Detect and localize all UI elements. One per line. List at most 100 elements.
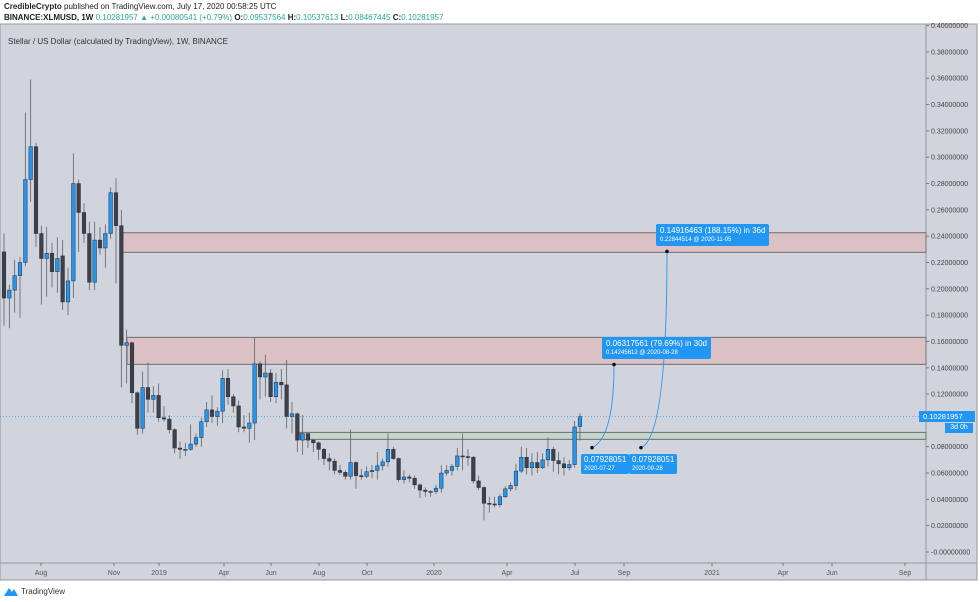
author-name[interactable]: CredibleCrypto [4,2,62,11]
projection-2-start-label: 0.07928051 2020-09-28 [629,454,678,474]
chart-legend: Stellar / US Dollar (calculated by Tradi… [8,37,228,46]
candle-down [524,456,529,469]
candle-up [385,449,391,463]
projection-1-target: 0.14245612 @ 2020-08-28 [606,350,678,356]
candle-up [439,472,444,489]
candle-up [369,470,375,472]
candle-down [305,433,311,441]
candle-down [295,413,300,441]
candle-up [567,464,572,469]
candle-down [225,378,231,397]
candle-up [220,378,225,412]
time-tick-label: Apr [219,570,231,577]
price-tick-label: 0.30000000 [931,155,968,162]
price-tick-label: 0.04000000 [931,497,968,504]
candle-up [193,437,199,445]
candle-down [39,233,44,259]
candle-up [263,372,268,378]
symbol-line: BINANCE:XLMUSD, 1W 0.10281957 ▲ +0.00080… [4,13,443,22]
candle-up [55,258,60,272]
candle-up [449,466,455,471]
price-change: +0.00080541 (+0.79%) [150,13,233,22]
candle-up [364,471,369,477]
candle-up [348,462,353,477]
candle-down [476,480,481,488]
candle-down [257,363,263,378]
projection-1-start-label: 0.07928051 2020-07-27 [581,454,630,474]
publish-info: published on TradingView.com, July 17, 2… [64,2,277,11]
candle-down [33,146,39,234]
candle-down [561,463,567,469]
projection-1-label: 0.06317561 (79.69%) in 30d 0.14245612 @ … [602,337,711,359]
candle-down [60,255,65,303]
candle-down [551,449,556,461]
candle-down [231,396,236,407]
triangle-up-icon: ▲ [140,13,148,22]
candle-down [327,458,332,462]
candle-up [151,395,156,400]
close-label: C: [392,13,402,22]
candle-down [145,387,151,400]
time-tick-label: Jul [571,570,580,577]
support-zone [299,431,927,440]
price-tick-label: 0.08000000 [931,444,968,451]
projection-2-start-date: 2020-09-28 [632,466,663,472]
candle-down [481,487,487,504]
time-tick-label: 2020 [426,570,442,577]
candle-up [300,433,305,441]
candle-down [465,456,471,458]
candle-down [396,458,401,480]
bar-countdown: 3d 0h [945,423,973,433]
tradingview-logo-icon [4,588,18,596]
close-value: 0.10281957 [401,13,444,22]
price-tick-label: 0.32000000 [931,128,968,135]
candle-up [428,491,433,493]
candle-up [188,443,193,450]
projection-arrow [591,364,615,449]
time-tick-label: Oct [362,570,373,577]
time-tick-label: 2021 [704,570,720,577]
candle-up [375,465,380,471]
time-tick-label: Sep [618,570,631,577]
last-price: 0.10281957 [95,13,138,22]
projection-start-point [590,445,594,450]
candle-up [215,410,220,417]
candle-down [321,449,327,459]
price-tick-label: 0.34000000 [931,102,968,109]
candle-down [177,447,183,450]
candle-down [359,475,364,477]
candle-up [503,488,508,497]
high-value: 0.10537613 [296,13,339,22]
publish-line: CredibleCrypto published on TradingView.… [4,2,276,11]
candle-down [241,426,247,429]
candle-down [156,395,161,419]
tradingview-logo[interactable]: TradingView [4,586,65,596]
projection-1-change: 0.06317561 (79.69%) in 30d [606,339,707,348]
candle-down [87,233,92,283]
candle-up [71,183,76,282]
projection-1-start-date: 2020-07-27 [584,466,615,472]
current-price-tag: 0.10281957 [919,411,975,422]
price-tick-label: 0.28000000 [931,181,968,188]
candle-up [455,455,460,467]
time-tick-label: Jun [826,570,837,577]
price-tick-label: 0.12000000 [931,392,968,399]
candle-up [124,342,129,346]
candle-up [433,487,439,492]
candle-down [284,384,289,417]
candle-down [119,225,124,346]
price-tick-label: 0.22000000 [931,260,968,267]
price-tick-label: 0.26000000 [931,207,968,214]
candle-up [108,192,113,234]
candle-down [161,417,167,420]
candle-down [279,381,284,386]
candle-down [76,183,81,213]
candle-up [12,275,17,291]
candle-down [311,439,316,444]
candle-down [535,462,540,469]
candle-down [343,472,348,477]
candle-down [556,460,561,465]
candle-up [289,413,295,417]
candle-up [572,426,577,465]
